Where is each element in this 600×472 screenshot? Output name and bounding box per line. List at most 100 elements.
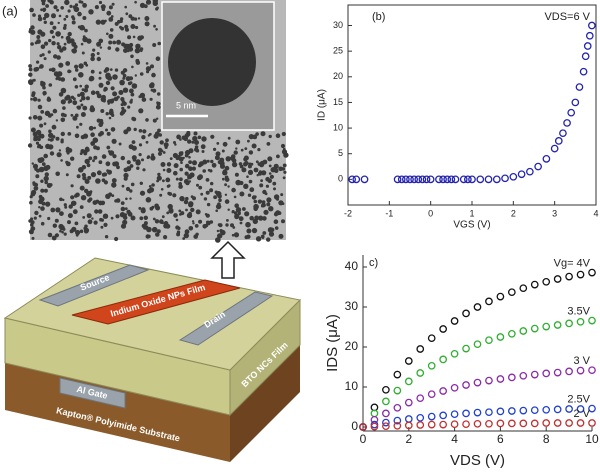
nanoparticle (238, 216, 244, 222)
nanoparticle (216, 142, 220, 145)
nanoparticle (30, 97, 33, 101)
nanoparticle (44, 180, 48, 185)
nanoparticle (209, 188, 214, 193)
data-point (348, 175, 356, 184)
nanoparticle (255, 236, 262, 242)
nanoparticle (39, 157, 45, 163)
nanoparticle (59, 48, 64, 53)
nanoparticle (160, 188, 164, 191)
nanoparticle (202, 159, 208, 165)
nanoparticle (131, 65, 134, 69)
data-point (534, 162, 542, 171)
nanoparticle (106, 10, 112, 16)
nanoparticle (74, 3, 79, 7)
nanoparticle (117, 19, 121, 24)
data-point (397, 175, 406, 184)
nanoparticle (40, 179, 44, 183)
nanoparticle (159, 140, 164, 145)
nanoparticle (249, 187, 255, 193)
data-point (439, 420, 447, 429)
nanoparticle (118, 142, 122, 146)
nanoparticle (87, 219, 93, 225)
nanoparticle (75, 233, 79, 237)
nanoparticle (120, 109, 126, 115)
scale-bar-label: 5 nm (176, 100, 196, 110)
nanoparticle (231, 161, 238, 168)
nanoparticle (166, 184, 170, 188)
nanoparticle (96, 170, 102, 176)
nanoparticle (243, 157, 248, 162)
nanoparticle (129, 197, 132, 200)
nanoparticle (235, 147, 238, 150)
nanoparticle (31, 162, 34, 165)
nanoparticle (224, 193, 228, 196)
nanoparticle (192, 222, 195, 225)
nanoparticle (193, 131, 198, 136)
x-tick-label: 0 (428, 208, 433, 218)
nanoparticle (55, 31, 61, 37)
nanoparticle (111, 2, 115, 6)
nanoparticle (184, 229, 190, 235)
nanoparticle (256, 174, 259, 177)
nanoparticle (49, 0, 54, 5)
nanoparticle (52, 25, 57, 30)
data-point (496, 375, 505, 383)
nanoparticle (126, 160, 131, 165)
nanoparticle (38, 14, 42, 18)
nanoparticle (28, 116, 32, 120)
data-point (579, 67, 588, 76)
y-tick-label: 0 (338, 174, 343, 184)
nanoparticle (60, 35, 64, 39)
nanoparticle (40, 110, 45, 114)
nanoparticle (130, 92, 135, 97)
nanoparticle (74, 85, 79, 89)
data-point (427, 420, 436, 429)
data-point (507, 288, 516, 297)
nanoparticle (251, 143, 257, 149)
nanoparticle (141, 223, 146, 229)
nanoparticle (155, 7, 159, 11)
data-point (352, 175, 361, 184)
nanoparticle (105, 112, 109, 116)
nanoparticle (202, 224, 207, 229)
panel-label: (a) (2, 3, 18, 18)
data-point (360, 175, 369, 184)
nanoparticle (270, 227, 275, 232)
nanoparticle (281, 131, 286, 137)
nanoparticle (253, 206, 258, 212)
nanoparticle (30, 42, 34, 46)
data-point (507, 419, 516, 428)
nanoparticle (266, 202, 271, 207)
nanoparticle (247, 169, 254, 175)
data-point (576, 366, 585, 375)
nanoparticle (145, 62, 149, 65)
gate-electrode (59, 377, 126, 409)
data-point (567, 108, 576, 117)
data-point (404, 377, 413, 386)
nanoparticle (108, 192, 113, 197)
data-point (410, 175, 418, 184)
nanoparticle (136, 166, 140, 170)
nanoparticle (138, 108, 144, 114)
data-point (553, 405, 562, 414)
nanoparticle (206, 220, 211, 226)
nanoparticle (80, 112, 86, 117)
data-point (404, 398, 413, 407)
nanoparticle (70, 156, 75, 161)
nanoparticle (153, 24, 157, 28)
nanoparticle (193, 234, 198, 239)
y-tick-label: 25 (333, 46, 343, 56)
nanoparticle (28, 79, 33, 85)
nanoparticle (74, 133, 80, 139)
nanoparticle (62, 26, 67, 30)
nanoparticle (79, 91, 85, 97)
nanoparticle (246, 175, 249, 178)
nanoparticle (165, 138, 169, 143)
nanoparticle (58, 92, 64, 97)
nanoparticle (74, 221, 79, 226)
nanoparticle (206, 159, 210, 163)
nanoparticle (139, 72, 144, 76)
nanoparticle (258, 199, 262, 204)
nanoparticle (58, 14, 62, 18)
nanoparticle (261, 202, 266, 208)
